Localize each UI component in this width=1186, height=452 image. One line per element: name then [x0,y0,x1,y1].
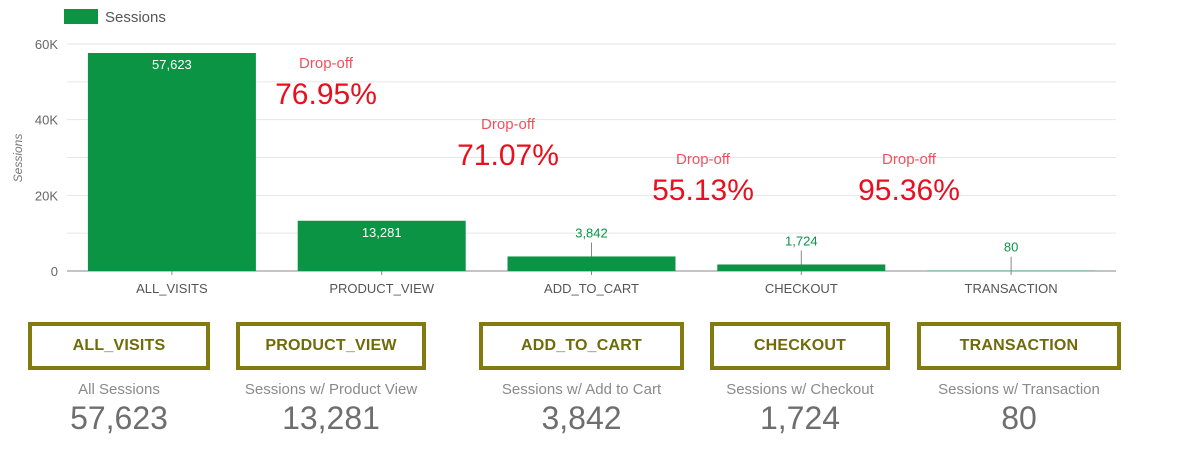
bars [87,52,1096,272]
stage-value: 3,842 [541,400,622,436]
y-tick-label: 60K [35,37,58,52]
dropoff-title: Drop-off [676,151,731,168]
y-axis-title: Sessions [11,134,25,183]
stage-box[interactable]: PRODUCT_VIEW [236,322,426,370]
dropoff-value: 76.95% [275,78,377,111]
x-tick-label: TRANSACTION [965,281,1058,296]
x-tick-label: CHECKOUT [765,281,838,296]
y-tick-label: 0 [51,264,58,279]
dropoff-value: 95.36% [858,174,960,207]
stage-description: Sessions w/ Product View [244,381,418,398]
dropoff-annotations: Drop-off 76.95% Drop-off 71.07% Drop-off 55.1… [275,55,960,207]
stage-description: Sessions w/ Add to Cart [501,381,662,398]
stage-description: Sessions w/ Checkout [726,381,874,398]
stage-value: 13,281 [282,400,380,436]
x-tick-label: ALL_VISITS [136,281,208,296]
y-tick-label: 20K [35,188,58,203]
stage-name: PRODUCT_VIEW [265,337,397,354]
bar-add-to-cart [507,256,676,271]
y-tick-label: 40K [35,113,58,128]
data-label: 13,281 [362,225,402,240]
dropoff-value: 71.07% [457,139,559,172]
data-label: 57,623 [152,57,192,72]
bar-all-visits [87,52,256,272]
stage-name: CHECKOUT [753,337,847,354]
x-tick-label: ADD_TO_CART [544,281,639,296]
x-axis: ALL_VISITS PRODUCT_VIEW ADD_TO_CART CHECKOU… [136,271,1058,296]
stage-box[interactable]: ADD_TO_CART [479,322,684,370]
dropoff-title: Drop-off [299,55,354,72]
dropoff-value: 55.13% [652,174,754,207]
stage-value: 57,623 [70,400,168,436]
stage-value: 80 [1001,400,1037,436]
funnel-chart: ALL_VISITS PRODUCT_VIEW ADD_TO_CART CHECKOU… [11,9,1116,296]
bar-checkout [717,264,886,271]
data-label: 3,842 [575,225,608,240]
legend-swatch [64,9,98,24]
stage-box[interactable]: TRANSACTION [917,322,1121,370]
data-labels: 57,623 13,281 3,842 1,724 80 [152,57,1018,271]
data-label: 1,724 [785,233,818,248]
bar-product-view [297,220,466,271]
dropoff-title: Drop-off [882,151,937,168]
stage-box[interactable]: ALL_VISITS [28,322,210,370]
y-axis: 0 20K 40K 60K [35,37,58,279]
dropoff-title: Drop-off [481,116,536,133]
stage-name: ALL_VISITS [72,337,166,354]
stage-name: ADD_TO_CART [520,337,643,354]
data-label: 80 [1004,240,1018,255]
legend-label: Sessions [105,9,166,26]
stage-description: All Sessions [78,381,160,398]
stage-name: TRANSACTION [959,337,1079,354]
x-tick-label: PRODUCT_VIEW [329,281,434,296]
stage-value: 1,724 [759,400,841,436]
stage-description: Sessions w/ Transaction [938,381,1100,398]
stage-box[interactable]: CHECKOUT [710,322,890,370]
